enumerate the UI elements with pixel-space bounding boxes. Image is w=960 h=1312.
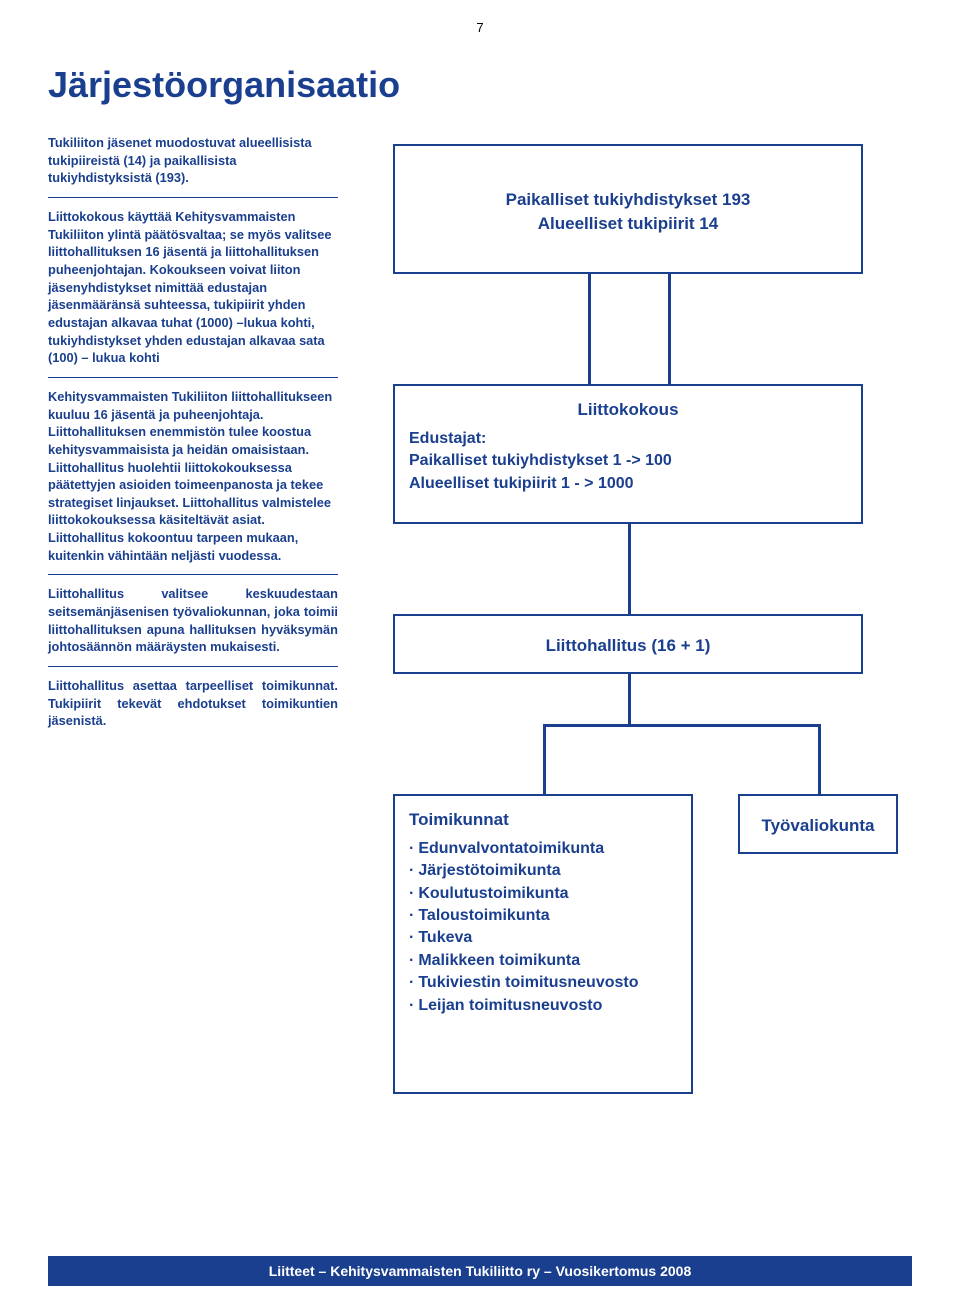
divider — [48, 197, 338, 198]
connector-line — [628, 524, 631, 614]
page-title: Järjestöorganisaatio — [48, 64, 912, 106]
org-box-box3: Liittohallitus (16 + 1) — [393, 614, 863, 674]
sidebar-para-5: Liittohallitus asettaa tarpeelliset toim… — [48, 677, 338, 730]
org-box-box4: ToimikunnatEdunvalvontatoimikuntaJärjest… — [393, 794, 693, 1094]
sidebar-para-3: Kehitysvammaisten Tukiliiton liittohalli… — [48, 388, 338, 565]
page-number: 7 — [476, 20, 483, 35]
page-footer: Liitteet – Kehitysvammaisten Tukiliitto … — [48, 1256, 912, 1286]
committee-item: Edunvalvontatoimikunta — [409, 838, 677, 860]
org-box-box5: Työvaliokunta — [738, 794, 898, 854]
content-columns: Tukiliiton jäsenet muodostuvat alueellis… — [48, 134, 912, 1154]
committee-item: Koulutustoimikunta — [409, 883, 677, 905]
committee-item: Tukiviestin toimitusneuvosto — [409, 972, 677, 994]
committee-item: Leijan toimitusneuvosto — [409, 995, 677, 1017]
org-box-box2: LiittokokousEdustajat:Paikalliset tukiyh… — [393, 384, 863, 524]
connector-line — [588, 274, 591, 384]
committee-item: Taloustoimikunta — [409, 905, 677, 927]
connector-line — [628, 674, 631, 724]
divider — [48, 574, 338, 575]
connector-line — [543, 724, 821, 727]
committee-item: Järjestötoimikunta — [409, 860, 677, 882]
sidebar-para-1: Tukiliiton jäsenet muodostuvat alueellis… — [48, 134, 338, 187]
connector-line — [543, 724, 546, 794]
org-diagram: Paikalliset tukiyhdistykset 193Alueellis… — [368, 134, 912, 1154]
page: 7 Järjestöorganisaatio Tukiliiton jäsene… — [0, 0, 960, 1312]
divider — [48, 377, 338, 378]
sidebar-text: Tukiliiton jäsenet muodostuvat alueellis… — [48, 134, 338, 1154]
committee-item: Tukeva — [409, 927, 677, 949]
connector-line — [818, 724, 821, 794]
committee-item: Malikkeen toimikunta — [409, 950, 677, 972]
org-box-box1: Paikalliset tukiyhdistykset 193Alueellis… — [393, 144, 863, 274]
sidebar-para-4: Liittohallitus valitsee keskuudestaan se… — [48, 585, 338, 656]
sidebar-para-2: Liittokokous käyttää Kehitysvammaisten T… — [48, 208, 338, 367]
connector-line — [668, 274, 671, 384]
divider — [48, 666, 338, 667]
